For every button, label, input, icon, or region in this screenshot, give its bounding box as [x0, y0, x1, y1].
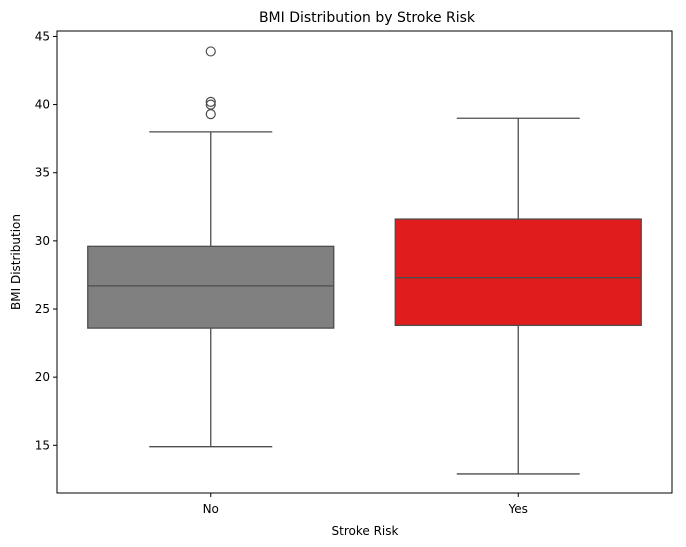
y-tick-label: 25 [35, 302, 50, 316]
chart-title: BMI Distribution by Stroke Risk [259, 10, 476, 26]
x-axis-label: Stroke Risk [332, 524, 399, 538]
outlier-point [205, 46, 216, 57]
y-tick-label: 20 [35, 370, 50, 384]
y-tick-label: 45 [35, 29, 50, 43]
x-tick-label-no: No [203, 502, 219, 516]
box-group-yes [394, 117, 642, 475]
y-tick-label: 15 [35, 438, 50, 452]
y-tick-label: 30 [35, 234, 50, 248]
plot-frame [56, 30, 673, 494]
x-axis: No Yes [203, 493, 528, 516]
y-axis-label: BMI Distribution [9, 214, 23, 310]
outlier-point [205, 109, 216, 120]
outlier-point [205, 96, 216, 107]
x-tick-label-yes: Yes [508, 502, 528, 516]
y-tick-label: 40 [35, 98, 50, 112]
plot-area [87, 46, 642, 475]
outlier-point [205, 99, 216, 110]
y-tick-label: 35 [35, 166, 50, 180]
box-group-no [87, 46, 335, 448]
y-axis: 15 20 25 30 35 40 45 [35, 29, 57, 452]
iqr-box [87, 245, 335, 329]
iqr-box [394, 218, 642, 327]
